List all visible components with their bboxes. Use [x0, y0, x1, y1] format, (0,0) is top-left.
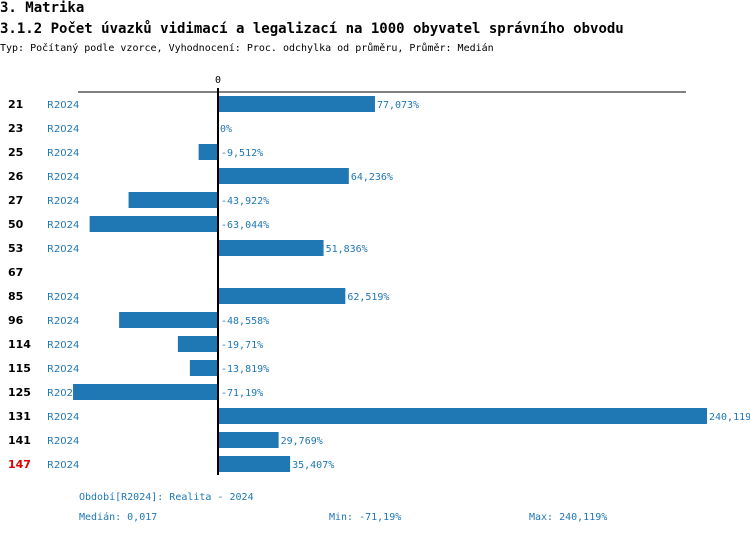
series-tag: R2024	[47, 220, 79, 231]
series-tag: R2024	[47, 292, 79, 303]
series-tag: R2024	[47, 340, 79, 351]
max-stat: Max: 240,119%	[529, 512, 608, 523]
category-label: 125	[8, 386, 31, 399]
data-label: 29,769%	[281, 436, 323, 447]
axis-zero-label: 0	[215, 75, 221, 86]
bar	[119, 312, 218, 328]
data-label: 35,407%	[292, 460, 334, 471]
category-label: 23	[8, 122, 23, 135]
series-tag: R2024	[47, 244, 79, 255]
category-label: 50	[8, 218, 24, 231]
data-label: -43,922%	[221, 196, 269, 207]
data-label: -71,19%	[221, 388, 263, 399]
data-label: -19,71%	[221, 340, 263, 351]
series-tag: R2024	[47, 196, 79, 207]
series-tag: R2024	[47, 388, 79, 399]
category-label: 114	[8, 338, 31, 351]
series-tag: R2024	[47, 100, 79, 111]
category-label: 147	[8, 458, 31, 471]
data-label: -9,512%	[221, 148, 263, 159]
bar-chart: 0 21 R2024 77,073% 23 R2024 0% 25 R2024 -9,512% 26…	[8, 75, 750, 475]
category-label: 85	[8, 290, 23, 303]
bar	[89, 216, 218, 232]
data-label: -13,819%	[221, 364, 269, 375]
series-tag: R2024	[47, 148, 79, 159]
category-label: 141	[8, 434, 31, 447]
data-label: 51,836%	[326, 244, 368, 255]
category-label: 21	[8, 98, 23, 111]
chart-title: 3.1.2 Počet úvazků vidimací a legalizací…	[0, 21, 624, 37]
bar	[218, 96, 375, 112]
bar	[218, 168, 349, 184]
category-label: 53	[8, 242, 23, 255]
category-label: 26	[8, 170, 24, 183]
category-label: 67	[8, 266, 23, 279]
category-label: 25	[8, 146, 23, 159]
category-label: 115	[8, 362, 31, 375]
data-label: 240,119%	[709, 412, 750, 423]
data-label: -48,558%	[221, 316, 269, 327]
bar	[218, 456, 291, 472]
bar	[198, 144, 218, 160]
bar	[177, 336, 218, 352]
median-stat: Medián: 0,017	[79, 512, 158, 523]
min-stat: Min: -71,19%	[329, 512, 402, 523]
period-legend: Období[R2024]: Realita - 2024	[79, 492, 254, 503]
bar	[218, 432, 279, 448]
series-tag: R2024	[47, 412, 79, 423]
chart-subtitle: Typ: Počítaný podle vzorce, Vyhodnocení:…	[0, 43, 494, 54]
series-tag: R2024	[47, 316, 79, 327]
category-label: 131	[8, 410, 31, 423]
category-label: 96	[8, 314, 24, 327]
series-tag: R2024	[47, 436, 79, 447]
series-tag: R2024	[47, 172, 79, 183]
data-label: 77,073%	[377, 100, 419, 111]
series-tag: R2024	[47, 364, 79, 375]
data-label: 62,519%	[347, 292, 389, 303]
bar	[218, 408, 707, 424]
series-tag: R2024	[47, 460, 79, 471]
bar	[73, 384, 218, 400]
bar	[218, 240, 324, 256]
section-heading: 3. Matrika	[0, 0, 85, 16]
data-label: -63,044%	[221, 220, 269, 231]
series-tag: R2024	[47, 124, 79, 135]
bar	[189, 360, 218, 376]
data-label: 64,236%	[351, 172, 393, 183]
bar	[218, 288, 346, 304]
bar	[128, 192, 218, 208]
data-label: 0%	[220, 124, 232, 135]
category-label: 27	[8, 194, 23, 207]
